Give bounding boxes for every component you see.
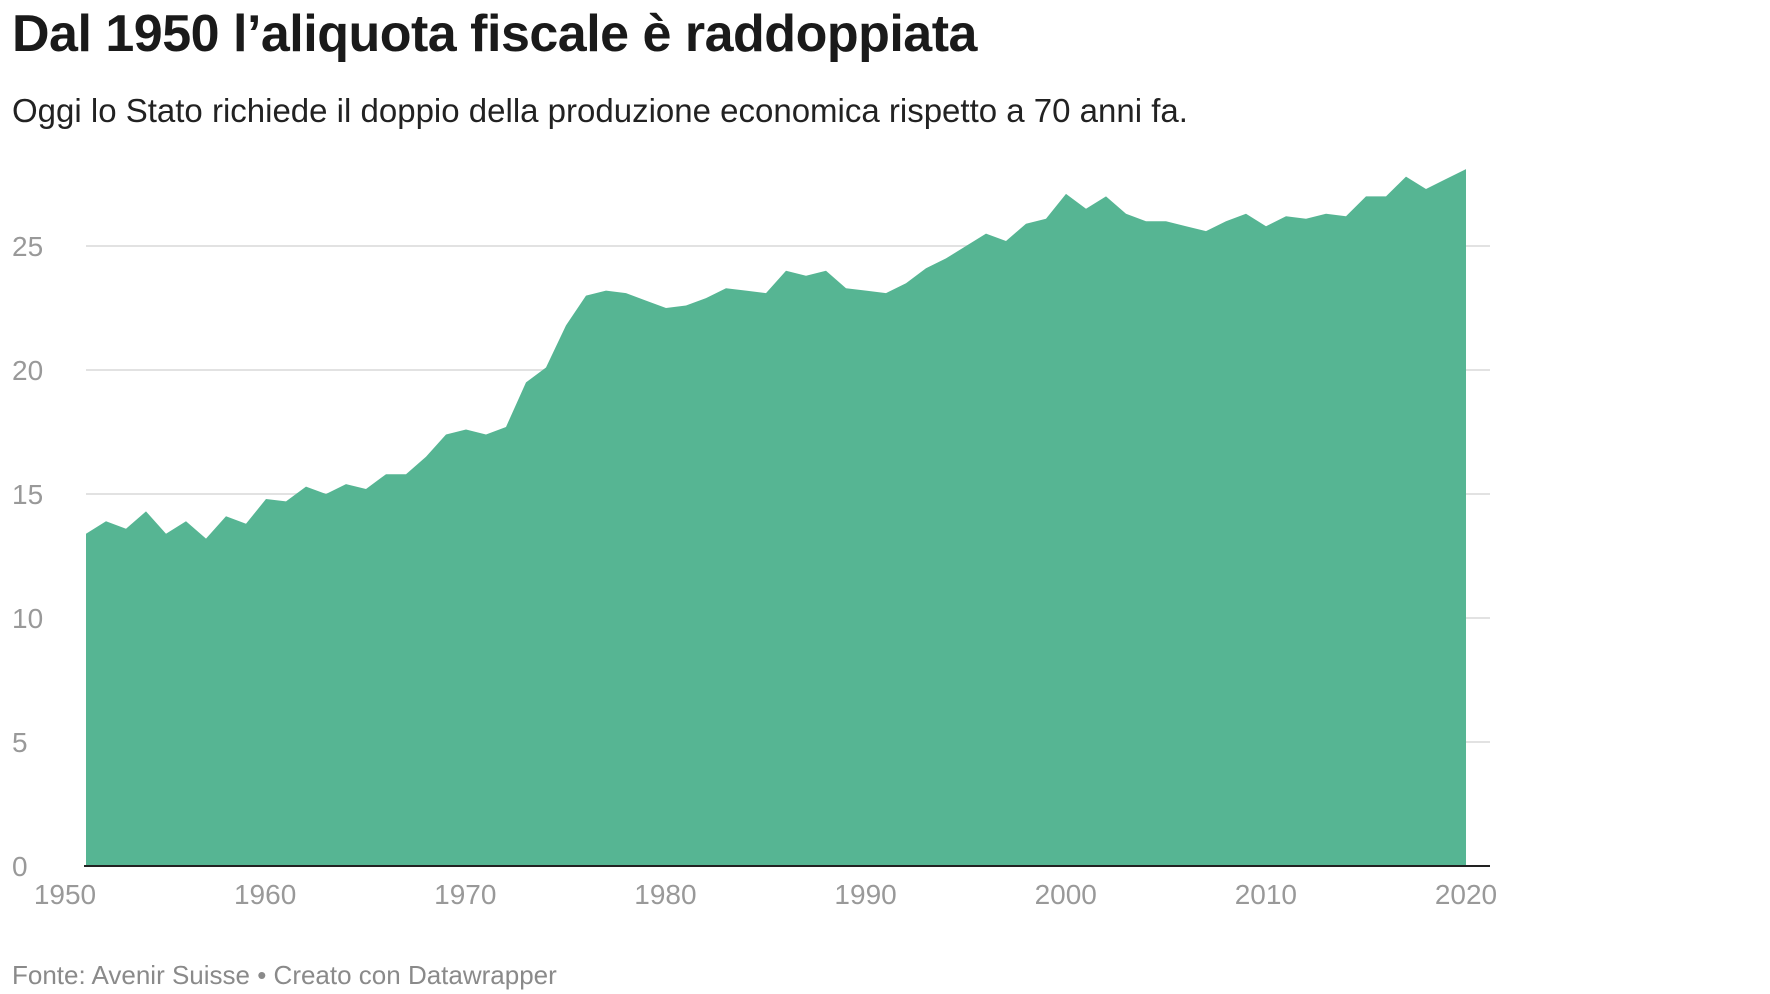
x-tick-label-2010: 2010 [1235,879,1297,910]
x-tick-label-1970: 1970 [434,879,496,910]
x-tick-label-1960: 1960 [234,879,296,910]
x-tick-label-2020: 2020 [1435,879,1497,910]
chart-title: Dal 1950 l’aliquota fiscale è raddoppiat… [12,5,977,63]
y-tick-label-10: 10 [12,603,43,634]
y-tick-label-20: 20 [12,355,43,386]
x-tick-label-1980: 1980 [634,879,696,910]
source-note: Fonte: Avenir Suisse • Creato con Datawr… [12,960,557,990]
x-tick-label-1990: 1990 [834,879,896,910]
area-series [86,169,1466,867]
area-chart: 0 5 10 15 20 25 1950 1960 1970 1980 1990 2000 2010 2… [12,169,1497,910]
x-axis-labels: 1950 1960 1970 1980 1990 2000 2010 2020 [34,879,1497,910]
y-tick-label-15: 15 [12,479,43,510]
x-tick-label-1950: 1950 [34,879,96,910]
y-axis-labels: 0 5 10 15 20 25 [12,231,43,882]
y-tick-label-25: 25 [12,231,43,262]
y-tick-label-5: 5 [12,727,28,758]
chart-subtitle: Oggi lo Stato richiede il doppio della p… [12,92,1188,129]
y-tick-label-0: 0 [12,851,28,882]
x-tick-label-2000: 2000 [1035,879,1097,910]
